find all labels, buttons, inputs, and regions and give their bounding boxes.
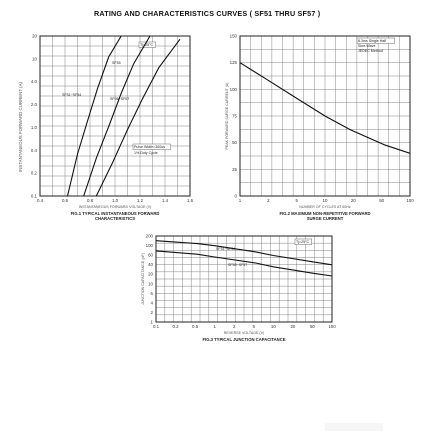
figure-caption: CHARACTERISTICS (95, 216, 135, 221)
y-tick-label: 2 (151, 310, 154, 315)
x-axis-label: REVERSE VOLTAGE (V) (224, 331, 264, 335)
y-tick-label: 50 (232, 140, 237, 145)
y-axis-label: PEAK FORWARD SURGE CURRENT (A) (225, 82, 229, 149)
x-tick-label: 1.0 (112, 198, 119, 203)
x-tick-label: 10 (323, 198, 328, 203)
annotation-label: SF55~SF57 (228, 263, 247, 267)
x-tick-label: 2 (267, 198, 270, 203)
figure-caption: FIG.1 TYPICAL INSTANTANEOUS FORWARD (71, 211, 160, 216)
annotation-box (138, 41, 156, 48)
series-line-2 (83, 35, 151, 197)
annotation-box (132, 143, 171, 150)
figure-caption: FIG.3 TYPICAL JUNCTION CAPACITANCE (202, 337, 285, 342)
y-tick-label: 125 (230, 60, 238, 65)
series-line-1 (155, 240, 333, 266)
annotation-label: SF55 (112, 61, 121, 65)
annotation-label: JEDEC Method (358, 49, 383, 53)
annotation-label: SF51~SF54 (62, 93, 81, 97)
y-tick-label: 75 (232, 114, 237, 119)
x-tick-label: 1.2 (137, 198, 144, 203)
y-tick-label: 6 (151, 291, 154, 296)
annotation-label: Sine-Wave (358, 44, 375, 48)
annotation-label: 8.3ms Single Half (358, 39, 386, 43)
plot-frame (239, 35, 411, 197)
plot-frame (155, 235, 333, 323)
x-axis-label: NUMBER OF CYCLES AT 60Hz (299, 205, 351, 209)
annotation-box (294, 238, 312, 245)
x-tick-label: 1.6 (187, 198, 194, 203)
x-tick-label: 0.8 (87, 198, 94, 203)
y-tick-label: 150 (230, 34, 238, 39)
y-axis-label: JUNCTION CAPACITANCE (pF) (141, 253, 145, 305)
y-tick-label: 0.1 (31, 194, 38, 199)
x-tick-label: 100 (328, 324, 336, 329)
y-tick-label: 2.0 (31, 102, 38, 107)
x-tick-label: 0.2 (173, 324, 180, 329)
y-tick-label: 10 (148, 281, 153, 286)
y-tick-label: 25 (232, 167, 237, 172)
y-tick-label: 20 (32, 34, 37, 39)
x-tick-label: 20 (351, 198, 356, 203)
series-line-1 (239, 62, 411, 154)
x-tick-label: 100 (406, 198, 414, 203)
x-tick-label: 10 (271, 324, 276, 329)
x-tick-label: 0.4 (37, 198, 44, 203)
series-line-1 (66, 35, 122, 197)
x-tick-label: 0.5 (192, 324, 199, 329)
x-tick-label: 20 (290, 324, 295, 329)
y-tick-label: 60 (148, 253, 153, 258)
x-tick-label: 0.6 (62, 198, 69, 203)
y-tick-label: 200 (146, 234, 154, 239)
y-tick-label: 4.0 (31, 79, 38, 84)
y-tick-label: 100 (146, 243, 154, 248)
x-tick-label: 0.1 (153, 324, 160, 329)
annotation-label: Pulse Width=300us (134, 145, 165, 149)
x-tick-label: 2 (233, 324, 236, 329)
y-tick-label: 1 (151, 320, 154, 325)
x-tick-label: 5 (295, 198, 298, 203)
y-tick-label: 0.2 (31, 171, 38, 176)
y-tick-label: 4 (151, 300, 154, 305)
x-tick-label: 1.4 (162, 198, 169, 203)
figure-caption: SURGE CURRENT (307, 216, 344, 221)
figure-caption: FIG.2 MAXIMUM NON-REPETITIVE FORWARD (279, 211, 370, 216)
x-tick-label: 1 (239, 198, 242, 203)
y-tick-label: 20 (148, 272, 153, 277)
x-tick-label: 5 (253, 324, 256, 329)
x-tick-label: 1 (213, 324, 216, 329)
series-line-2 (155, 250, 333, 277)
annotation-label: Tj=25°C (296, 240, 310, 244)
x-tick-label: 50 (310, 324, 315, 329)
annotation-label: Tj=25°C (140, 43, 154, 47)
annotation-label: SF51~SF54 (216, 247, 235, 251)
x-axis-label: INSTANTANEOUS FORWARD VOLTAGE (V) (79, 205, 152, 209)
y-tick-label: 40 (148, 262, 153, 267)
plot-frame (39, 35, 191, 197)
y-tick-label: 10 (32, 56, 37, 61)
y-tick-label: 0 (235, 194, 238, 199)
series-line-3 (95, 38, 181, 197)
y-tick-label: 100 (230, 87, 238, 92)
annotation-label: 1% Duty Cycle (134, 151, 158, 155)
watermark-placeholder (325, 423, 383, 431)
page-title: RATING AND CHARACTERISTICS CURVES ( SF51… (94, 9, 321, 18)
y-tick-label: 0.4 (31, 148, 38, 153)
annotation-box (356, 37, 395, 44)
x-tick-label: 50 (379, 198, 384, 203)
y-tick-label: 1.0 (31, 125, 38, 130)
